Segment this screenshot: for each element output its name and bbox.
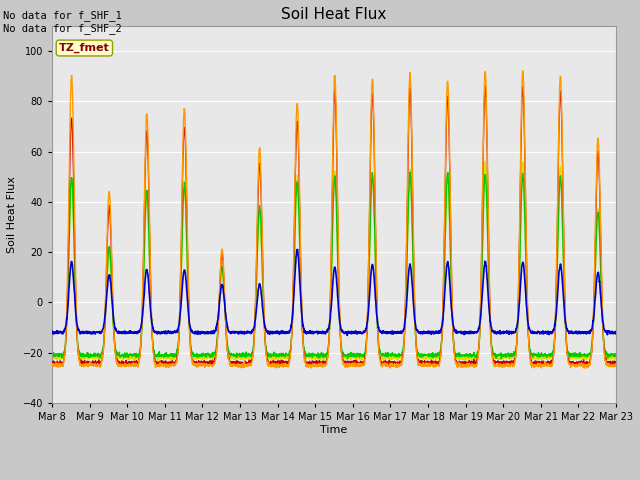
SHF2 (363, 338, 371, 344)
Line: SHF3: SHF3 (52, 161, 616, 361)
SHF1 (481, 83, 489, 89)
SHF4 (497, 356, 505, 362)
SHF2 (351, 363, 358, 369)
SHF1 (579, 359, 586, 365)
X-axis label: Time: Time (321, 425, 348, 435)
SHF3 (499, 355, 506, 360)
Title: Soil Heat Flux: Soil Heat Flux (282, 7, 387, 22)
SHF5 (499, 330, 506, 336)
SHF2 (563, 339, 570, 345)
SHF3 (563, 344, 570, 349)
SHF5 (48, 328, 56, 334)
SHF1 (116, 363, 124, 369)
SHF3 (168, 358, 176, 364)
SHF4 (48, 351, 56, 357)
SHF2 (518, 68, 526, 74)
SHF5 (294, 247, 301, 252)
Line: SHF1: SHF1 (52, 86, 616, 366)
SHF4 (499, 353, 506, 359)
SHF4 (563, 344, 570, 349)
Y-axis label: Soil Heat Flux: Soil Heat Flux (7, 176, 17, 253)
SHF5 (344, 333, 351, 338)
SHF1 (48, 359, 56, 365)
SHF2 (498, 364, 506, 370)
SHF4 (205, 353, 213, 359)
SHF2 (205, 361, 213, 367)
Text: TZ_fmet: TZ_fmet (59, 43, 109, 53)
SHF4 (406, 169, 414, 175)
SHF1 (351, 359, 358, 364)
SHF1 (499, 360, 506, 366)
SHF4 (612, 353, 620, 359)
SHF2 (612, 362, 620, 368)
SHF3 (205, 353, 213, 359)
SHF1 (563, 343, 570, 349)
SHF3 (612, 354, 620, 360)
Line: SHF2: SHF2 (52, 71, 616, 368)
Text: No data for f_SHF_1: No data for f_SHF_1 (3, 11, 122, 22)
SHF3 (48, 355, 56, 360)
SHF5 (351, 331, 358, 336)
SHF4 (363, 336, 371, 341)
SHF3 (481, 158, 489, 164)
Line: SHF5: SHF5 (52, 250, 616, 336)
SHF5 (579, 329, 586, 335)
SHF4 (579, 352, 586, 358)
SHF1 (205, 359, 213, 364)
SHF3 (363, 336, 371, 342)
SHF5 (612, 329, 620, 335)
SHF5 (205, 330, 213, 336)
Line: SHF4: SHF4 (52, 172, 616, 359)
SHF2 (580, 365, 588, 371)
SHF3 (579, 352, 586, 358)
SHF1 (363, 331, 371, 337)
SHF4 (351, 353, 358, 359)
SHF2 (579, 362, 586, 368)
SHF2 (48, 363, 56, 369)
SHF1 (612, 359, 620, 365)
SHF3 (351, 355, 358, 361)
SHF5 (364, 321, 371, 326)
Text: No data for f_SHF_2: No data for f_SHF_2 (3, 23, 122, 34)
SHF5 (563, 326, 570, 332)
